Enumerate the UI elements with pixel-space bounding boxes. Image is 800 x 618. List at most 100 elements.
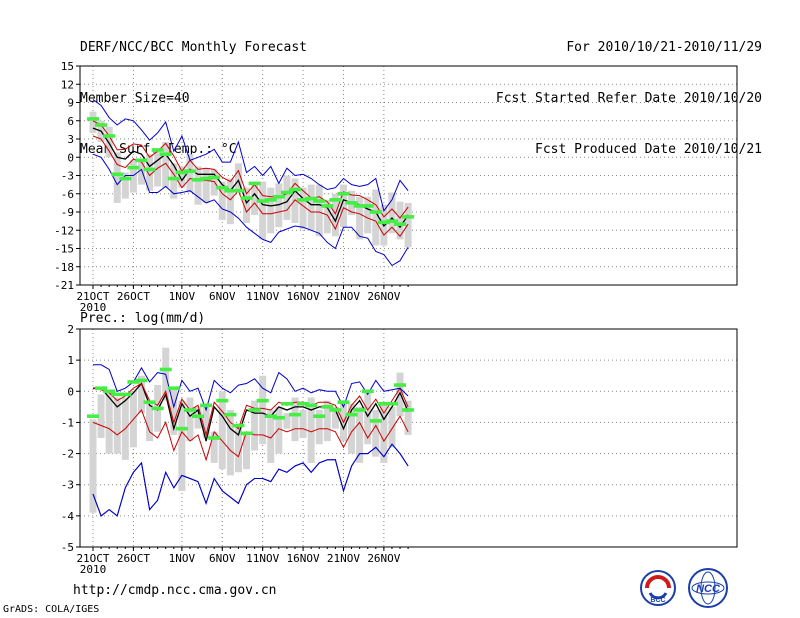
precip-spread-box bbox=[89, 419, 97, 513]
temp-climatology-marker bbox=[111, 172, 124, 177]
precip-climatology-marker bbox=[159, 367, 172, 372]
temp-spread-box bbox=[121, 172, 129, 199]
precip-climatology-marker bbox=[345, 412, 358, 417]
temp-spread-box bbox=[299, 187, 307, 230]
temp-climatology-marker bbox=[119, 176, 132, 181]
bcc-logo-icon: BCC bbox=[640, 570, 676, 606]
precip-climatology-marker bbox=[305, 403, 318, 408]
precip-spread-box bbox=[299, 409, 307, 438]
temp-ytick-label: -9 bbox=[61, 206, 74, 219]
precip-spread-box bbox=[388, 406, 396, 448]
temp-climatology-marker bbox=[361, 204, 374, 208]
temp-xtick-label: 26NOV bbox=[367, 290, 400, 303]
precip-climatology-marker bbox=[192, 414, 205, 418]
temp-climatology-marker bbox=[289, 187, 301, 192]
temp-spread-box bbox=[356, 196, 364, 240]
temp-spread-box bbox=[291, 178, 299, 223]
precip-spread-box bbox=[259, 375, 267, 445]
precip-climatology-marker bbox=[248, 408, 261, 412]
temp-climatology-marker bbox=[248, 181, 261, 186]
precip-climatology-marker bbox=[135, 378, 148, 383]
temp-climatology-marker bbox=[200, 176, 213, 181]
precip-spread-box bbox=[348, 403, 356, 454]
temp-spread-box bbox=[129, 160, 137, 193]
precip-ytick-label: 1 bbox=[67, 354, 74, 367]
precip-xtick-label: 26NOV bbox=[367, 552, 400, 565]
temp-spread-box bbox=[339, 184, 347, 228]
temp-climatology-marker bbox=[264, 198, 277, 202]
precip-climatology-marker bbox=[272, 415, 285, 420]
temp-spread-box bbox=[218, 181, 226, 220]
precip-spread-box bbox=[291, 397, 299, 442]
temp-climatology-marker bbox=[385, 219, 398, 223]
precip-xtick-label: 6NOV bbox=[209, 552, 236, 565]
precip-extreme-line bbox=[93, 364, 409, 412]
precip-xtick-label: 21NOV bbox=[327, 552, 360, 565]
temp-spread-box bbox=[105, 126, 113, 158]
precip-xtick-label: 16NOV bbox=[287, 552, 320, 565]
precip-spread-box bbox=[283, 413, 291, 429]
temp-ytick-label: -15 bbox=[54, 243, 74, 256]
forecast-period: For 2010/10/21-2010/11/29 bbox=[566, 40, 762, 55]
temp-spread-box bbox=[251, 181, 259, 216]
temp-xtick-label: 11NOV bbox=[246, 290, 279, 303]
temp-spread-box bbox=[113, 152, 121, 203]
precip-spread-box bbox=[323, 400, 331, 442]
variable-label: Mean Surf. Temp.: °C bbox=[80, 142, 237, 157]
precip-spread-box bbox=[364, 391, 372, 445]
temp-climatology-marker bbox=[313, 199, 326, 203]
precip-climatology-marker bbox=[337, 400, 350, 404]
precip-climatology-marker bbox=[143, 400, 156, 404]
precip-spread-box bbox=[170, 388, 178, 435]
precip-spread-box bbox=[356, 406, 364, 463]
temp-ytick-label: -21 bbox=[54, 279, 74, 292]
temp-ytick-label: -12 bbox=[54, 224, 74, 237]
precip-climatology-marker bbox=[385, 401, 398, 406]
precip-climatology-marker bbox=[103, 389, 116, 394]
temp-climatology-marker bbox=[135, 158, 148, 163]
precip-climatology-marker bbox=[183, 408, 196, 412]
temp-climatology-marker bbox=[329, 198, 342, 202]
precip-spread-box bbox=[113, 397, 121, 454]
precip-climatology-marker bbox=[313, 414, 326, 418]
temp-spread-box bbox=[89, 111, 97, 133]
precip-climatology-marker bbox=[232, 423, 245, 428]
temp-climatology-marker bbox=[402, 215, 415, 219]
temp-xtick-label: 16NOV bbox=[287, 290, 320, 303]
temp-spread-box bbox=[404, 202, 412, 248]
precip-ytick-label: -2 bbox=[61, 448, 74, 461]
forecast-produced-date: Fcst Produced Date 2010/10/21 bbox=[535, 142, 762, 157]
temp-climatology-marker bbox=[216, 185, 229, 190]
temp-climatology-marker bbox=[151, 148, 164, 152]
temp-spread-box bbox=[259, 181, 267, 240]
temp-ytick-label: 15 bbox=[61, 60, 74, 73]
temp-climatology-marker bbox=[369, 210, 382, 214]
precip-spread-box bbox=[218, 391, 226, 470]
temp-climatology-marker bbox=[240, 196, 253, 200]
precip-spread-box bbox=[251, 400, 259, 451]
temp-ytick-label: 3 bbox=[67, 133, 74, 146]
precip-climatology-marker bbox=[167, 386, 180, 390]
precip-climatology-marker bbox=[361, 389, 374, 394]
temp-climatology-marker bbox=[297, 198, 310, 202]
temp-xtick-label: 26OCT bbox=[117, 290, 150, 303]
precip-climatology-marker bbox=[321, 405, 334, 409]
temp-climatology-marker bbox=[95, 123, 108, 127]
bcc-logo-text: BCC bbox=[650, 597, 665, 604]
precip-spread-box bbox=[243, 431, 251, 470]
temp-climatology-marker bbox=[167, 176, 180, 181]
precip-climatology-marker bbox=[200, 403, 213, 408]
precip-spread-box bbox=[97, 394, 105, 438]
temp-xtick-label: 1NOV bbox=[169, 290, 196, 303]
temp-spread-box bbox=[396, 201, 404, 240]
temp-climatology-marker bbox=[192, 177, 205, 182]
precip-spread-box bbox=[137, 375, 145, 414]
footer-url[interactable]: http://cmdp.ncc.cma.gov.cn bbox=[73, 583, 277, 598]
precip-ytick-label: -4 bbox=[61, 510, 75, 523]
temp-year-label: 2010 bbox=[80, 301, 107, 314]
precip-spread-box bbox=[234, 425, 242, 473]
temp-climatology-marker bbox=[232, 188, 245, 193]
precip-climatology-marker bbox=[289, 412, 301, 417]
